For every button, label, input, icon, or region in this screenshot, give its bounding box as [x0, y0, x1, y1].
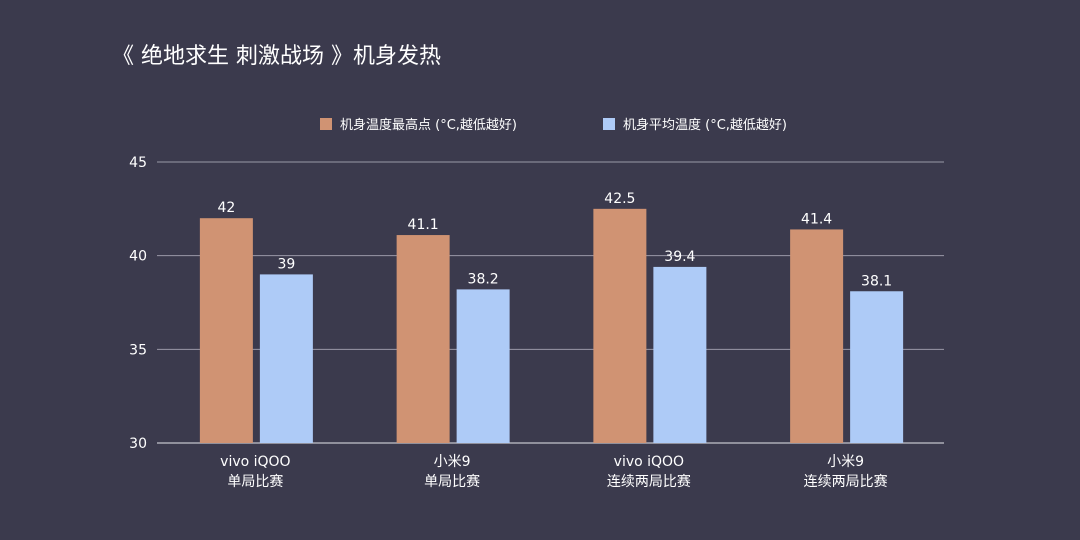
data-label: 38.2 — [468, 271, 499, 287]
data-label: 39 — [277, 256, 295, 272]
bar-1-2 — [653, 266, 707, 443]
y-tick-label: 45 — [129, 155, 147, 171]
x-tick-label: 小米9 — [434, 454, 471, 470]
legend-swatch-0 — [320, 118, 332, 130]
data-label: 42.5 — [604, 191, 635, 207]
data-label: 39.4 — [664, 249, 695, 265]
legend-label-0: 机身温度最高点 (°C,越低越好) — [340, 117, 517, 133]
y-tick-label: 30 — [129, 436, 147, 452]
data-label: 41.1 — [408, 217, 439, 233]
bar-1-1 — [456, 289, 510, 443]
x-tick-label: 连续两局比赛 — [607, 473, 691, 490]
legend-label-1: 机身平均温度 (°C,越低越好) — [623, 117, 787, 133]
chart-title: 《 绝地求生 刺激战场 》机身发热 — [112, 44, 441, 69]
x-tick-label: 连续两局比赛 — [804, 473, 888, 490]
data-label: 42 — [217, 200, 235, 216]
bar-0-2 — [593, 208, 647, 443]
x-tick-label: 单局比赛 — [227, 474, 283, 490]
x-tick-label: 小米9 — [827, 454, 864, 470]
bar-1-3 — [850, 291, 904, 443]
y-tick-label: 35 — [129, 342, 147, 358]
bar-0-1 — [396, 235, 450, 443]
bar-0-3 — [790, 229, 844, 443]
data-label: 38.1 — [861, 273, 892, 289]
legend-swatch-1 — [603, 118, 615, 130]
y-tick-label: 40 — [129, 249, 147, 265]
data-label: 41.4 — [801, 211, 832, 227]
x-tick-label: vivo iQOO — [220, 454, 290, 470]
x-tick-label: vivo iQOO — [614, 454, 684, 470]
bar-0-0 — [199, 218, 253, 443]
x-tick-label: 单局比赛 — [424, 474, 480, 490]
bar-1-0 — [259, 274, 313, 443]
